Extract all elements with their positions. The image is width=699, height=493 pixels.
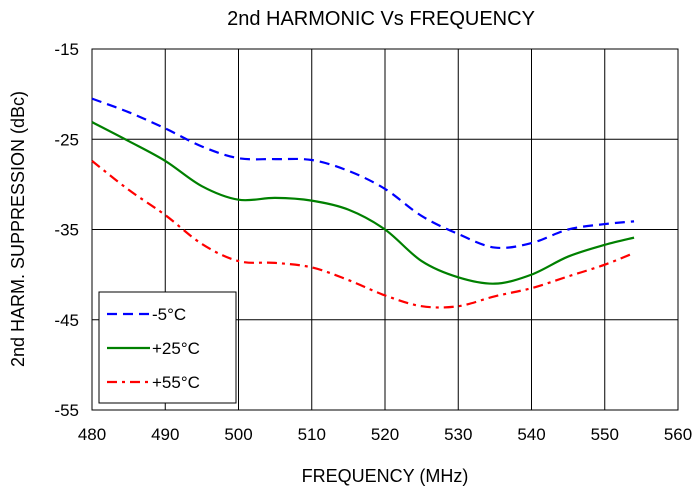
x-tick-label: 560 bbox=[664, 425, 692, 444]
x-tick-label: 540 bbox=[517, 425, 545, 444]
x-tick-label: 530 bbox=[444, 425, 472, 444]
legend-label-0: -5°C bbox=[152, 305, 186, 324]
chart-title: 2nd HARMONIC Vs FREQUENCY bbox=[227, 8, 535, 30]
x-tick-label: 500 bbox=[224, 425, 252, 444]
y-tick-label: -35 bbox=[54, 221, 79, 240]
series-layer bbox=[91, 97, 635, 309]
series-line-0 bbox=[91, 97, 635, 250]
y-tick-labels: -15 -25 -35 -45 -55 bbox=[54, 40, 79, 420]
y-tick-label: -25 bbox=[54, 130, 79, 149]
y-axis-title: 2nd HARM. SUPPRESSION (dBc) bbox=[8, 91, 28, 367]
plot-area-border bbox=[91, 48, 679, 411]
y-tick-label: -15 bbox=[54, 40, 79, 59]
x-axis-title: FREQUENCY (MHz) bbox=[302, 466, 469, 486]
x-tick-label: 490 bbox=[151, 425, 179, 444]
legend-label-2: +55°C bbox=[152, 373, 200, 392]
series-line-1 bbox=[91, 121, 635, 285]
x-tick-label: 510 bbox=[298, 425, 326, 444]
legend: -5°C +25°C +55°C bbox=[98, 291, 237, 404]
y-tick-label: -55 bbox=[54, 401, 79, 420]
y-tick-label: -45 bbox=[54, 311, 79, 330]
legend-label-1: +25°C bbox=[152, 339, 200, 358]
legend-entries: -5°C +25°C +55°C bbox=[107, 305, 200, 392]
series-line-2 bbox=[91, 160, 635, 309]
x-tick-label: 520 bbox=[371, 425, 399, 444]
x-tick-labels: 480 490 500 510 520 530 540 550 560 bbox=[78, 425, 692, 444]
x-tick-label: 550 bbox=[591, 425, 619, 444]
x-tick-label: 480 bbox=[78, 425, 106, 444]
